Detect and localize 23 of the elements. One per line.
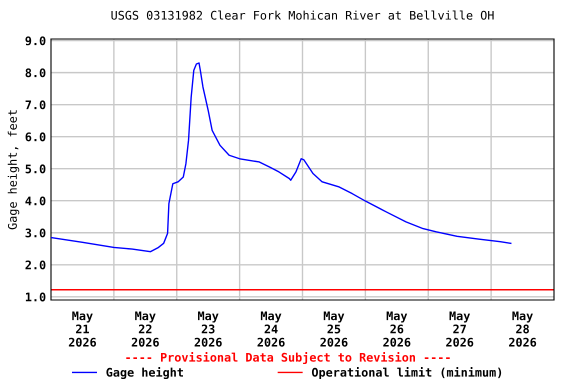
y-tick-label: 2.0 [25,260,46,270]
text: ---- Provisional Data Subject to Revision ---- [126,352,450,364]
y-axis-title: Gage height, feet [8,110,20,230]
line-series [51,62,512,252]
y-tick-label: 6.0 [26,132,46,142]
x-tick-label: May 28 2026 [509,311,536,347]
y-tick-label: 9.0 [25,36,46,46]
y-tick-label: 5.0 [26,164,46,174]
chart-title: USGS 03131982 Clear Fork Mohican River at Bellville OH [111,10,494,20]
y-tick-label: 4.0 [25,196,46,206]
y-tick-label: 8.0 [26,68,46,78]
legend-label: Operational limit (minimum) [312,366,502,380]
x-tick-label: May 27 2026 [446,311,474,347]
y-tick-label: 1.0 [26,292,46,302]
x-tick-label: May 25 2026 [320,311,348,347]
legend-label: Gage height [106,366,183,380]
y-tick-label: 7.0 [26,100,46,110]
x-tick-label: May 26 2026 [383,311,410,347]
x-tick-label: May 24 2026 [258,311,285,347]
y-tick-label: 3.0 [26,228,46,238]
x-tick-label: May 21 2026 [68,311,96,347]
x-tick-label: May 22 2026 [132,311,159,347]
x-tick-label: May 23 2026 [194,311,222,347]
